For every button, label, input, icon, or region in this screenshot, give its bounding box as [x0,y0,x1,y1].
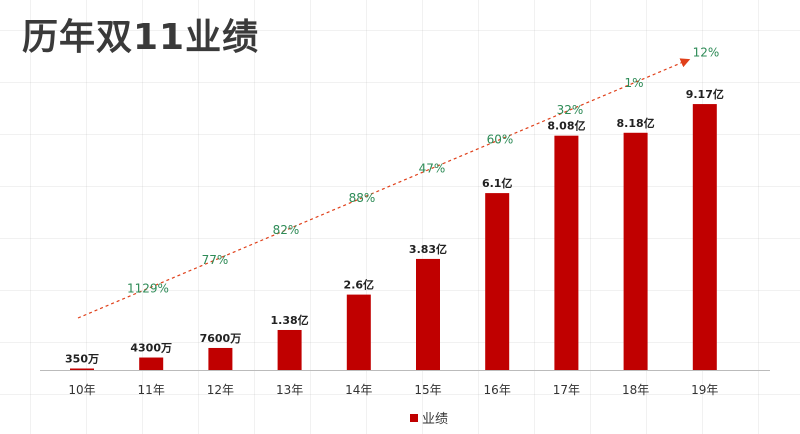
growth-rate-label: 1129% [127,281,169,295]
growth-rate-label: 82% [273,223,300,237]
bar-value-label: 8.18亿 [617,116,655,130]
bar-2 [208,347,233,370]
growth-rate-label: 12% [693,45,720,59]
bar-4 [346,294,371,370]
bar-value-label: 1.38亿 [271,313,309,327]
trend-arrow [77,58,691,319]
x-tick-label: 19年 [691,383,718,397]
bar-value-label: 2.6亿 [344,278,375,292]
x-tick-label: 18年 [622,383,649,397]
x-tick-label: 10年 [68,383,95,397]
growth-rate-label: 1% [624,76,643,90]
x-tick-label: 15年 [414,383,441,397]
legend-label: 业绩 [422,412,449,427]
x-tick-label: 16年 [484,383,511,397]
x-tick-label: 13年 [276,383,303,397]
x-tick-label: 14年 [345,383,372,397]
bar-5 [416,258,440,370]
growth-rate-label: 60% [487,133,514,147]
bar-value-label: 3.83亿 [409,242,447,256]
bar-3 [277,329,302,370]
growth-rate-label: 88% [349,191,376,205]
growth-rate-label: 77% [202,253,229,267]
x-tick-label: 11年 [138,383,165,397]
growth-rate-label: 32% [557,103,584,117]
bar-9 [692,104,717,370]
legend-swatch [410,413,418,422]
bar-value-label: 4300万 [130,342,172,355]
bar-6 [485,193,510,370]
bar-value-label: 9.17亿 [686,87,724,101]
legend: 业绩 [410,408,448,427]
bar-8 [623,132,648,370]
bar-7 [554,135,579,370]
x-tick-label: 17年 [553,383,580,397]
bar-value-label: 350万 [65,353,99,366]
bar-value-label: 6.1亿 [482,176,513,190]
bar-value-label: 7600万 [200,332,242,345]
bar-1 [139,357,164,370]
x-tick-label: 12年 [207,383,234,397]
bar-value-label: 8.08亿 [547,119,585,133]
growth-rate-label: 47% [419,161,446,175]
bar-0 [70,368,94,370]
chart-title: 历年双11业绩 [22,17,260,58]
